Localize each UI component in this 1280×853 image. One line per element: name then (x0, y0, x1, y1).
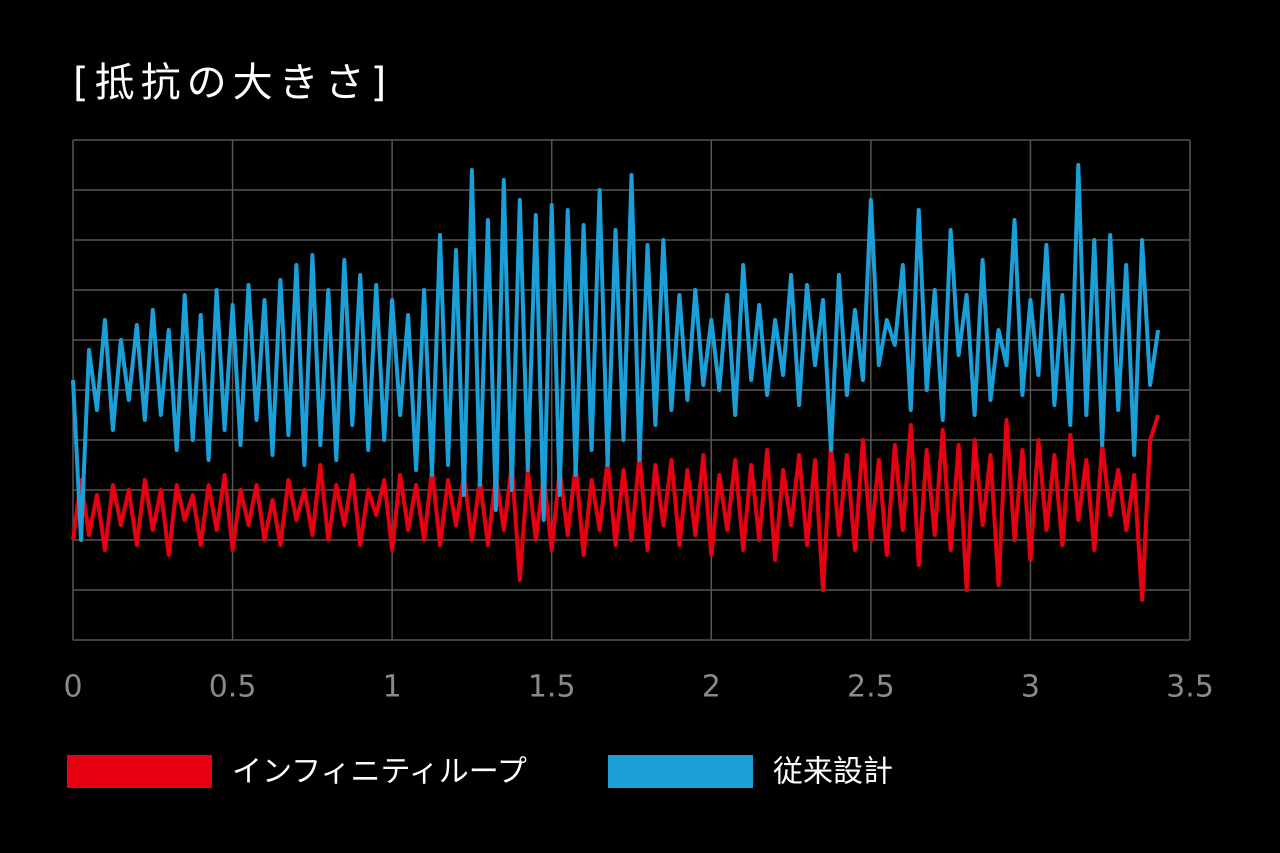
series-line (71, 414, 1161, 602)
legend-swatch (608, 755, 753, 788)
x-tick-label: 3.5 (1166, 670, 1214, 705)
x-tick-label: 0.5 (209, 670, 257, 705)
series-line (71, 163, 1161, 542)
legend-swatch (67, 755, 212, 788)
x-tick-label: 0 (63, 670, 82, 705)
x-tick-label: 3 (1021, 670, 1040, 705)
x-tick-label: 1.5 (528, 670, 576, 705)
chart-title: [抵抗の大きさ] (73, 60, 392, 106)
x-tick-label: 2 (702, 670, 721, 705)
x-tick-label: 1 (383, 670, 402, 705)
legend-label: 従来設計 (773, 755, 893, 790)
legend-label: インフィニティループ (232, 755, 527, 790)
x-tick-label: 2.5 (847, 670, 895, 705)
